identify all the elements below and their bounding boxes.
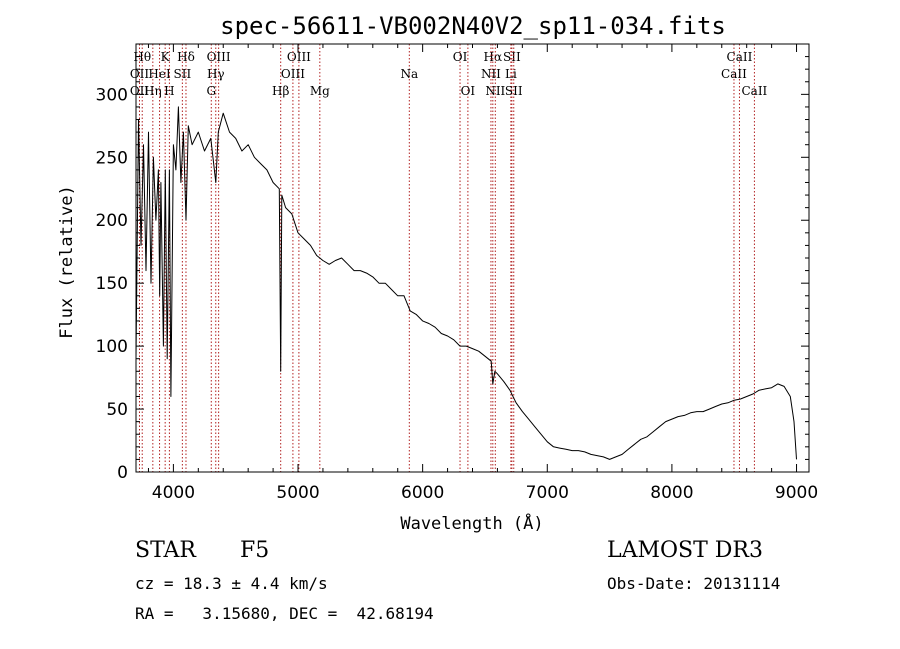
redshift-text: cz = 18.3 ± 4.4 km/s <box>135 574 328 593</box>
line-label-18: OI <box>461 84 476 98</box>
y-axis-label: Flux (relative) <box>57 185 77 339</box>
survey-name: LAMOST DR3 <box>607 538 763 563</box>
y-tick-label-5: 250 <box>96 148 128 168</box>
line-label-16: Na <box>400 67 418 81</box>
line-label-0: Hθ <box>133 50 151 64</box>
y-axis-ticks: 0 50 100 150 200 250 300 <box>96 56 809 483</box>
line-label-15: Mg <box>310 84 330 98</box>
line-label-23: Li <box>505 67 517 81</box>
y-tick-label-3: 150 <box>96 274 128 294</box>
line-label-27: CaII <box>741 84 767 98</box>
y-tick-label-4: 200 <box>96 211 128 231</box>
line-label-8: SII <box>174 67 192 81</box>
line-label-12: Hβ <box>272 84 289 98</box>
line-label-24: SII <box>505 84 523 98</box>
x-axis-label: Wavelength (Å) <box>400 512 543 534</box>
line-label-4: HeI <box>148 67 171 81</box>
line-label-7: Hδ <box>177 50 195 64</box>
x-tick-label-4: 8000 <box>650 483 693 503</box>
spectrum-series <box>135 106 797 460</box>
object-subclass: F5 <box>240 538 270 563</box>
obs-date: Obs-Date: 20131114 <box>607 574 781 593</box>
object-class: STAR <box>135 538 196 563</box>
line-label-19: Hα <box>484 50 503 64</box>
y-tick-label-2: 100 <box>96 337 128 357</box>
y-tick-label-1: 50 <box>106 400 128 420</box>
line-label-14: OIII <box>281 67 305 81</box>
x-tick-label-5: 9000 <box>775 483 818 503</box>
line-label-5: K <box>161 50 171 64</box>
line-label-9: OIII <box>207 50 231 64</box>
x-tick-label-2: 6000 <box>401 483 444 503</box>
x-tick-label-0: 4000 <box>152 483 195 503</box>
x-tick-label-3: 7000 <box>526 483 569 503</box>
y-tick-label-6: 300 <box>96 85 128 105</box>
line-label-22: SII <box>503 50 521 64</box>
line-label-11: G <box>206 84 216 98</box>
line-label-13: OIII <box>287 50 311 64</box>
line-label-26: CaII <box>721 67 747 81</box>
x-axis-ticks: 4000 5000 6000 7000 8000 9000 <box>147 44 818 503</box>
line-label-6: H <box>164 84 174 98</box>
line-label-20: NII <box>481 67 501 81</box>
line-label-17: OI <box>453 50 468 64</box>
x-tick-label-1: 5000 <box>276 483 319 503</box>
plot-frame <box>135 43 810 473</box>
line-label-3: Hη <box>144 84 162 98</box>
line-label-25: CaII <box>727 50 753 64</box>
line-label-1: OII <box>130 67 150 81</box>
coordinates: RA = 3.15680, DEC = 42.68194 <box>135 604 434 623</box>
chart-title: spec-56611-VB002N40V2_sp11-034.fits <box>220 12 726 40</box>
line-label-2: OII <box>130 84 150 98</box>
line-label-21: NII <box>485 84 505 98</box>
y-tick-label-0: 0 <box>117 463 128 483</box>
spectrum-line-flux <box>135 106 797 460</box>
line-label-10: Hγ <box>207 67 225 81</box>
